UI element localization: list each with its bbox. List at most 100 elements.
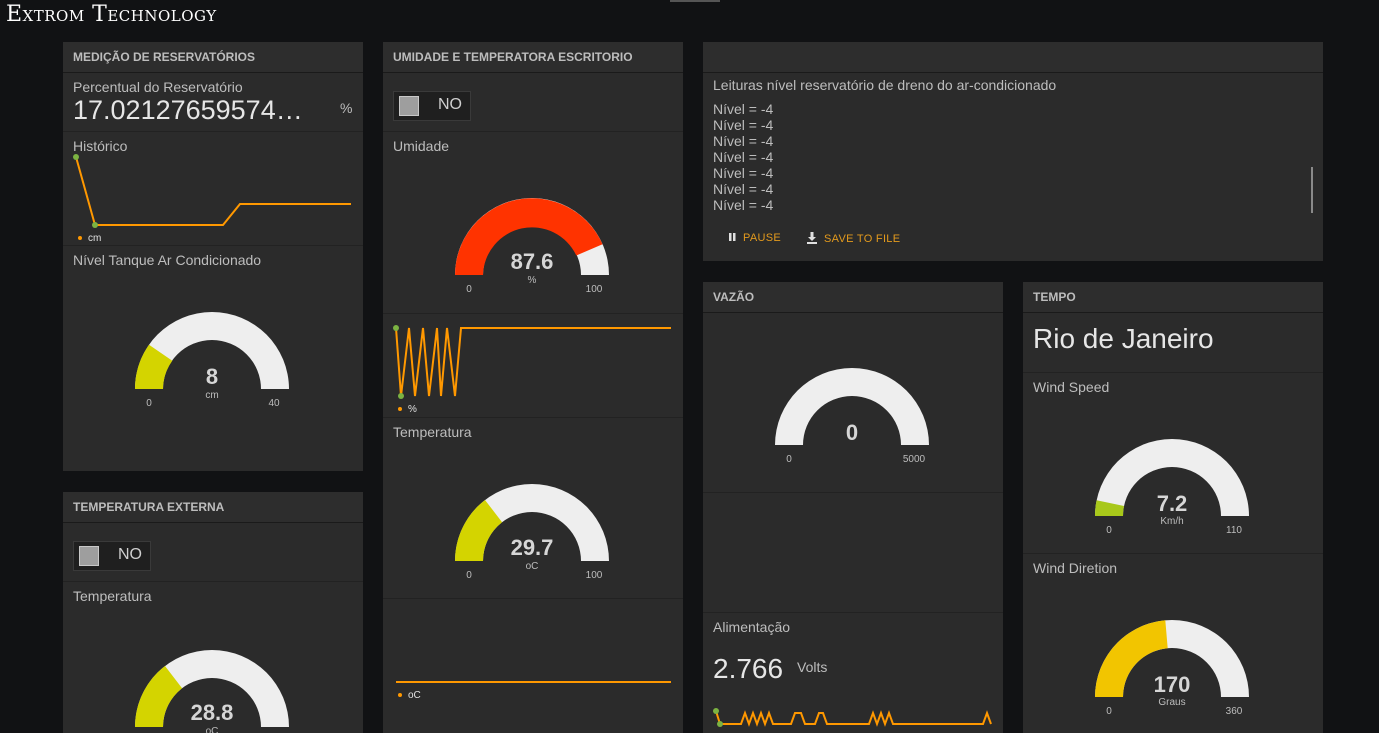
alimentacao-unit: Volts — [797, 659, 828, 675]
group-tempo: Tempo Rio de Janeiro Wind Speed 7.2 Km/h… — [1023, 282, 1323, 733]
nivel-tanque-gauge: 8 cm 0 40 — [135, 312, 289, 409]
wind-direction-gauge-max: 360 — [1226, 706, 1243, 717]
log-line: Nível = -4 — [713, 197, 774, 213]
group-header-log — [703, 42, 1323, 73]
umidade-chart — [393, 325, 671, 399]
log-line: Nível = -4 — [713, 133, 774, 149]
escritorio-temp-gauge-max: 100 — [586, 570, 603, 581]
umidade-gauge-widget: Umidade 87.6 % 0 100 — [383, 132, 683, 314]
vazao-gauge-widget: 0 0 5000 — [703, 313, 1003, 493]
app-title: Extrom Technology — [6, 2, 217, 27]
nivel-tanque-gauge-fill — [135, 344, 173, 389]
log-line: Nível = -4 — [713, 149, 774, 165]
wind-speed-gauge-fill — [1095, 500, 1124, 516]
group-temp-externa: Temperatura externa NO Temperatura 28.8 … — [63, 492, 363, 733]
umidade-gauge-value: 87.6 — [511, 249, 554, 274]
percent-widget: Percentual do Reservatório 17.0212765957… — [63, 73, 363, 132]
escritorio-temp-gauge-value: 29.7 — [511, 535, 554, 560]
umidade-chart-min-point — [398, 393, 404, 399]
history-chart-legend: cm — [78, 233, 101, 244]
escritorio-temp-gauge-fill — [455, 500, 503, 561]
wind-direction-label: Wind Diretion — [1033, 560, 1118, 576]
umidade-gauge-fill — [455, 198, 603, 275]
wind-direction-gauge-units: Graus — [1158, 697, 1185, 708]
group-log: Leituras nível reservatório de dreno do … — [703, 42, 1323, 261]
vazao-gauge-value: 0 — [846, 420, 858, 445]
vazao-empty-widget — [703, 493, 1003, 613]
alimentacao-chart-min-point — [717, 721, 723, 727]
escritorio-temp-chart-legend-label: oC — [408, 690, 421, 701]
log-line: Nível = -4 — [713, 165, 774, 181]
save-to-file-label: Save to file — [824, 233, 901, 245]
nivel-tanque-gauge-max: 40 — [268, 398, 280, 409]
temp-externa-gauge: 28.8 oC — [135, 650, 289, 733]
escritorio-temp-gauge-bg — [455, 484, 609, 561]
wind-speed-gauge-bg — [1095, 439, 1249, 516]
escritorio-temp-chart-widget: oC — [383, 599, 683, 733]
escritorio-temp-chart — [396, 681, 671, 683]
city-name: Rio de Janeiro — [1033, 323, 1214, 354]
group-header-vazao: Vazão — [703, 282, 1003, 313]
tab-indicator[interactable] — [670, 0, 720, 2]
alimentacao-chart-line — [715, 710, 992, 727]
pause-icon — [729, 233, 736, 241]
log-lines[interactable]: Nível = -4 Nível = -4 Nível = -4 Nível =… — [713, 101, 1303, 213]
toggle-knob[interactable] — [79, 546, 99, 566]
toggle-knob[interactable] — [399, 96, 419, 116]
temp-externa-gauge-bg — [135, 650, 289, 727]
download-icon — [807, 232, 817, 244]
temp-externa-gauge-fill — [135, 666, 183, 727]
alimentacao-chart — [713, 708, 992, 727]
city-widget: Rio de Janeiro — [1023, 313, 1323, 373]
wind-direction-gauge-min: 0 — [1106, 706, 1112, 717]
history-chart-line — [75, 156, 351, 226]
escritorio-toggle[interactable]: NO — [393, 91, 471, 121]
alimentacao-chart-start-point — [713, 708, 719, 714]
umidade-chart-widget: % — [383, 314, 683, 418]
umidade-chart-legend: % — [398, 404, 417, 415]
history-chart-legend-label: cm — [88, 233, 102, 244]
wind-direction-gauge-value: 170 — [1154, 672, 1191, 697]
escritorio-toggle-widget: NO — [383, 73, 683, 132]
wind-speed-gauge-min: 0 — [1106, 525, 1112, 536]
wind-speed-gauge: 7.2 Km/h 0 110 — [1095, 439, 1249, 536]
temp-externa-gauge-label: Temperatura — [73, 588, 152, 604]
percent-unit: % — [340, 100, 353, 116]
history-chart-widget: Histórico cm — [63, 132, 363, 246]
umidade-chart-legend-label: % — [408, 404, 417, 415]
wind-speed-gauge-value: 7.2 — [1157, 491, 1188, 516]
vazao-gauge-min: 0 — [786, 454, 792, 465]
percent-value: 17.02127659574… — [73, 95, 303, 125]
group-escritorio: Umidade e temperatora escritorio NO Umid… — [383, 42, 683, 733]
legend-dot — [398, 407, 402, 412]
vazao-gauge-bg — [775, 368, 929, 445]
group-vazao: Vazão 0 0 5000 Alimentação 2.766 Volts — [703, 282, 1003, 733]
temp-externa-toggle[interactable]: NO — [73, 541, 151, 571]
wind-speed-label: Wind Speed — [1033, 379, 1110, 395]
group-header-escritorio: Umidade e temperatora escritorio — [383, 42, 683, 73]
pause-button[interactable]: Pause — [728, 232, 781, 244]
temp-externa-gauge-widget: Temperatura 28.8 oC — [63, 582, 363, 733]
history-chart-label: Histórico — [73, 138, 128, 154]
umidade-label: Umidade — [393, 138, 450, 154]
log-line: Nível = -4 — [713, 117, 774, 133]
nivel-tanque-gauge-widget: Nível Tanque Ar Condicionado 8 cm 0 40 — [63, 246, 363, 470]
escritorio-temp-gauge-widget: Temperatura 29.7 oC 0 100 — [383, 418, 683, 599]
temp-externa-toggle-label: NO — [118, 546, 142, 563]
log-line: Nível = -4 — [713, 101, 774, 117]
umidade-chart-line — [395, 327, 671, 397]
escritorio-temp-gauge: 29.7 oC 0 100 — [455, 484, 609, 581]
vazao-gauge-max: 5000 — [903, 454, 926, 465]
history-chart-min-point — [92, 222, 98, 228]
pause-button-label: Pause — [743, 232, 781, 244]
wind-direction-gauge: 170 Graus 0 360 — [1095, 620, 1249, 717]
save-to-file-button[interactable]: Save to file — [806, 232, 900, 245]
umidade-chart-start-point — [393, 325, 399, 331]
wind-speed-gauge-max: 110 — [1226, 525, 1242, 536]
group-reservatorios: Medição de reservatórios Percentual do R… — [63, 42, 363, 471]
escritorio-temp-label: Temperatura — [393, 424, 472, 440]
group-header-temp-externa: Temperatura externa — [63, 492, 363, 523]
wind-direction-gauge-fill — [1095, 620, 1168, 697]
log-scrollbar[interactable] — [1311, 167, 1313, 213]
nivel-tanque-gauge-min: 0 — [146, 398, 152, 409]
